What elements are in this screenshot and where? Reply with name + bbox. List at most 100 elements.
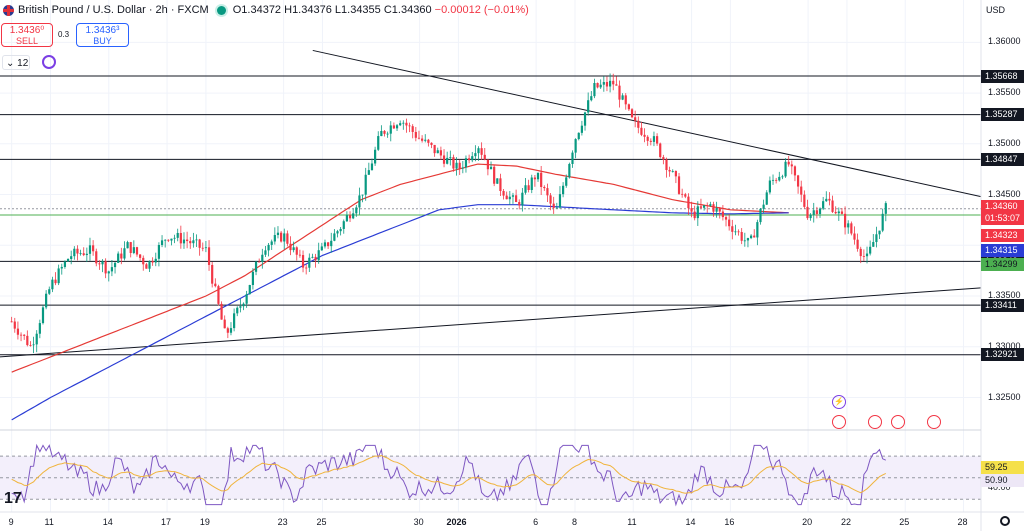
candle-body	[358, 195, 361, 208]
candle-body	[659, 143, 662, 158]
candle-body	[499, 178, 502, 192]
candle-body	[624, 95, 627, 105]
candle-body	[690, 208, 693, 212]
candle-body	[590, 96, 593, 101]
candle-body	[502, 191, 505, 196]
candle-body	[480, 148, 483, 155]
candle-body	[587, 100, 590, 113]
candle-body	[743, 240, 746, 242]
ema-red-line	[11, 163, 789, 373]
candle-body	[865, 253, 869, 257]
event-us-icon[interactable]	[927, 415, 941, 429]
ema-blue-label: 1.34315	[981, 243, 1024, 257]
candle-body	[840, 211, 844, 214]
candle-body	[455, 162, 458, 169]
sell-button[interactable]: 1.3436⁰ SELL	[1, 23, 53, 47]
candle-body	[709, 204, 712, 206]
event-us-icon[interactable]	[868, 415, 882, 429]
candle-body	[671, 171, 674, 172]
candle-body	[740, 232, 743, 241]
candle-body	[113, 262, 117, 268]
candle-body	[468, 158, 471, 161]
candle-body	[474, 153, 477, 157]
candle-body	[759, 208, 762, 223]
candle-body	[762, 204, 765, 209]
candle-body	[54, 279, 57, 284]
time-tick: 8	[572, 517, 578, 527]
period-count: 12	[17, 58, 29, 69]
candle-body	[164, 239, 167, 241]
replay-icon[interactable]	[42, 55, 56, 69]
candle-body	[251, 271, 255, 286]
candle-body	[778, 176, 781, 181]
candle-body	[336, 231, 339, 234]
candle-body	[665, 159, 668, 170]
trendline-down	[312, 49, 982, 198]
candle-body	[812, 210, 815, 215]
time-tick: 14	[685, 517, 696, 527]
candle-body	[198, 239, 201, 248]
candle-body	[536, 172, 540, 180]
symbol-title[interactable]: British Pound / U.S. Dollar · 2h · FXCM	[18, 4, 209, 16]
sell-price: 1.3436⁰	[9, 25, 45, 36]
candle-body	[186, 239, 189, 242]
candle-body	[126, 242, 129, 249]
candle-body	[148, 261, 151, 269]
candle-body	[649, 140, 652, 142]
event-flash-icon[interactable]: ⚡	[832, 395, 846, 409]
candle-body	[85, 253, 88, 256]
settings-gear-icon[interactable]	[1000, 516, 1010, 526]
price-tick: 1.34500	[988, 188, 1021, 199]
event-gb-icon[interactable]	[832, 415, 846, 429]
candle-body	[167, 239, 170, 241]
candle-body	[70, 256, 73, 259]
candle-body	[436, 150, 439, 154]
candle-body	[781, 176, 784, 178]
candle-body	[790, 164, 793, 167]
event-gb-icon[interactable]	[891, 415, 905, 429]
candle-body	[157, 245, 161, 259]
candle-body	[458, 162, 461, 169]
ema-red-label: 1.34323	[981, 229, 1024, 243]
candle-body	[850, 223, 853, 234]
buy-button[interactable]: 1.3436³ BUY	[76, 23, 129, 47]
candle-body	[847, 223, 850, 228]
candle-body	[505, 195, 508, 200]
candle-body	[170, 238, 173, 241]
candle-body	[427, 139, 430, 143]
candle-body	[226, 328, 229, 333]
candle-body	[73, 248, 76, 257]
period-selector[interactable]: ⌄ 12	[2, 55, 30, 70]
candle-body	[364, 174, 367, 195]
time-tick: 25	[899, 517, 910, 527]
candle-body	[489, 166, 493, 170]
candle-body	[179, 232, 182, 244]
candle-body	[317, 250, 320, 261]
candle-body	[521, 192, 524, 206]
candle-body	[878, 230, 881, 235]
candle-body	[408, 125, 411, 127]
candle-body	[289, 243, 292, 251]
time-tick: 22	[840, 517, 851, 527]
candle-body	[248, 285, 251, 295]
candle-body	[292, 247, 295, 251]
level-label: 1.34847	[981, 152, 1024, 166]
candle-body	[211, 264, 214, 284]
time-tick: 11	[44, 517, 54, 527]
candle-body	[524, 185, 527, 193]
time-tick: 9	[8, 517, 14, 527]
candle-body	[618, 85, 621, 100]
candle-body	[135, 247, 139, 255]
candle-body	[389, 125, 392, 134]
candle-body	[530, 177, 533, 190]
candle-body	[16, 328, 20, 335]
candle-body	[477, 148, 480, 154]
candle-body	[796, 175, 800, 187]
candle-body	[345, 215, 349, 222]
candle-body	[308, 257, 311, 268]
currency-selector[interactable]: USD	[986, 5, 1006, 15]
ohlc-open: O1.34372	[232, 4, 282, 16]
candle-body	[13, 321, 16, 329]
candle-body	[452, 157, 455, 169]
